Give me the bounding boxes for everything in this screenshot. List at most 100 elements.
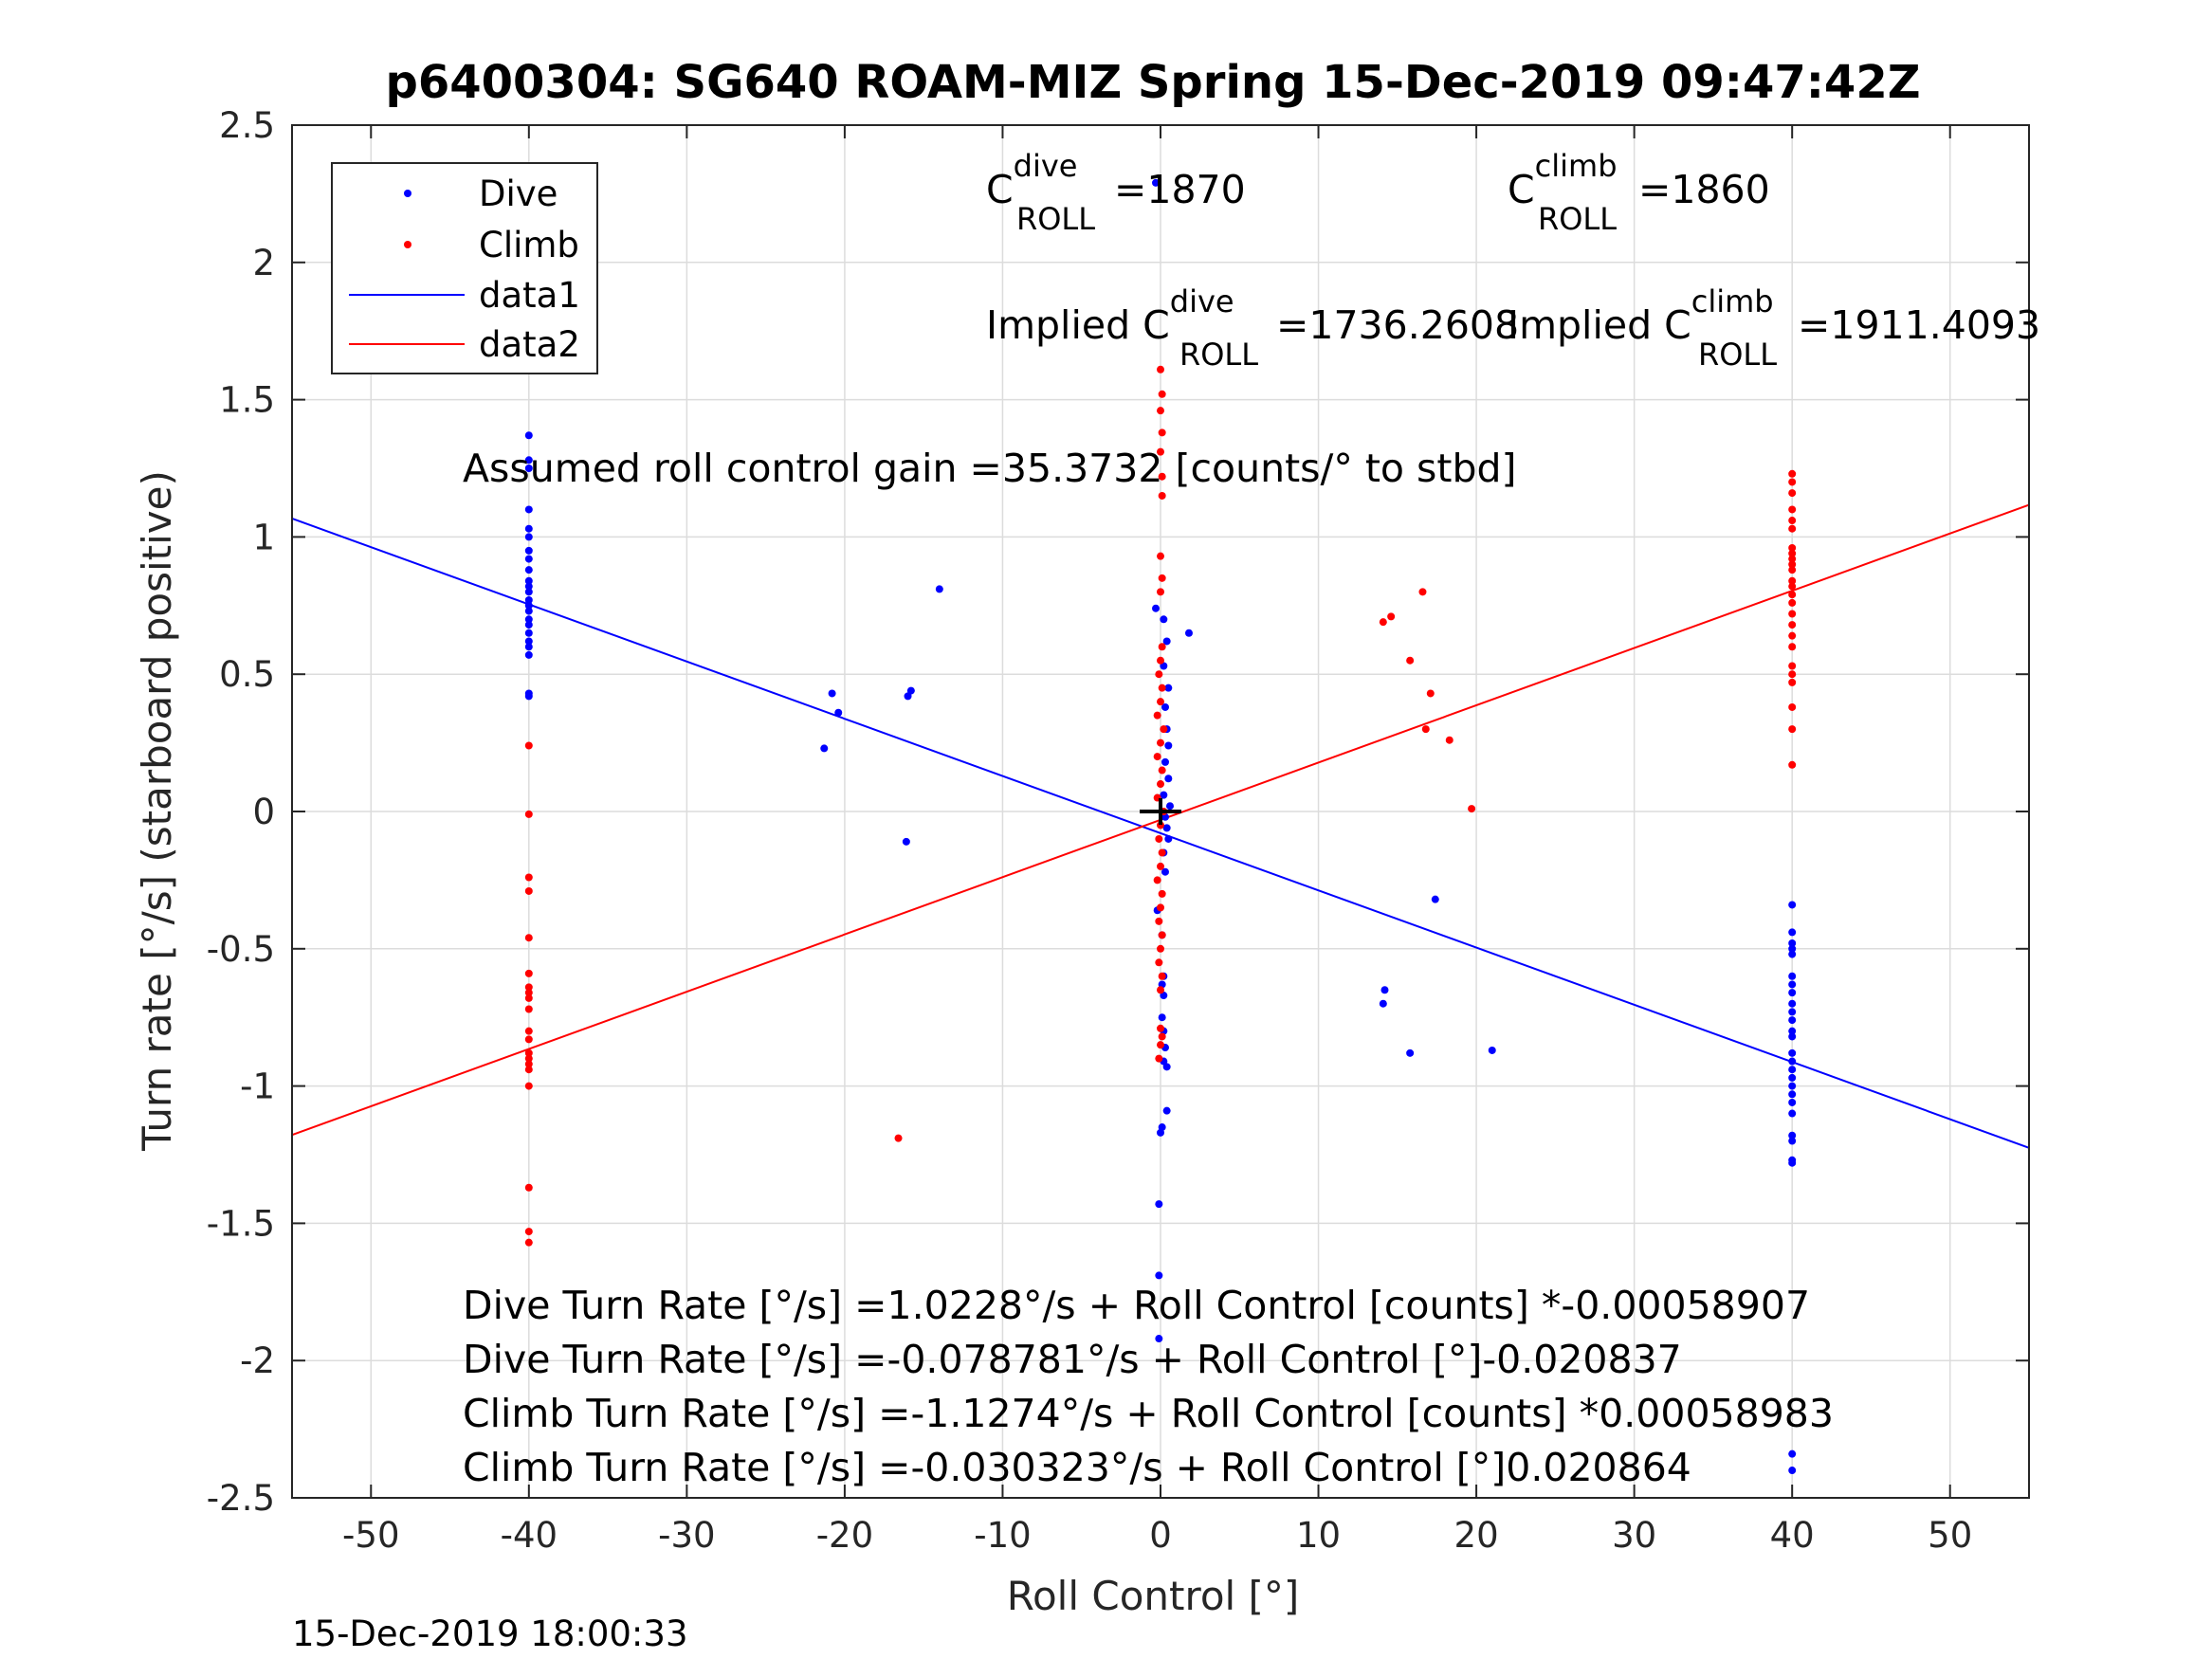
climb-point	[1788, 760, 1797, 769]
climb-point	[1158, 491, 1166, 500]
legend-data2-label: data2	[479, 324, 580, 365]
dive-point	[1788, 950, 1797, 958]
x-tick-label: -40	[501, 1515, 558, 1556]
c-roll-dive-sup: dive	[1014, 148, 1078, 184]
implied-dive-base: Implied C	[986, 302, 1170, 348]
dive-point	[1157, 1128, 1164, 1137]
dive-point	[1788, 1073, 1797, 1082]
climb-point	[1157, 944, 1164, 953]
climb-point	[1157, 1041, 1164, 1049]
dive-point	[524, 566, 533, 574]
dive-point	[1788, 1449, 1797, 1458]
dive-point	[524, 607, 533, 615]
y-tick-label: -2	[240, 1340, 275, 1381]
dive-point	[1165, 802, 1174, 811]
dive-point	[524, 588, 533, 596]
climb-point	[1155, 917, 1163, 925]
y-tick-label: 2.5	[219, 105, 275, 146]
implied-climb-value: =1911.4093	[1798, 302, 2040, 348]
dive-point	[1160, 662, 1168, 670]
x-tick-label: 0	[1149, 1515, 1172, 1556]
climb-point	[1788, 543, 1797, 552]
climb-point	[1788, 549, 1797, 557]
dive-point	[1160, 615, 1168, 624]
dive-point	[1158, 1013, 1166, 1022]
climb-point	[1157, 552, 1164, 560]
dive-point	[524, 637, 533, 646]
chart-title: p6400304: SG640 ROAM-MIZ Spring 15-Dec-2…	[385, 56, 1920, 109]
dive-point	[1164, 684, 1173, 692]
climb-point	[1788, 591, 1797, 599]
climb-point	[1788, 524, 1797, 533]
dive-point	[1161, 702, 1169, 711]
dive-point	[1788, 1109, 1797, 1118]
climb-point	[1788, 643, 1797, 651]
dive-point	[1788, 1131, 1797, 1139]
legend-data1-label: data1	[479, 275, 580, 316]
dive-point	[1788, 944, 1797, 953]
climb-point	[1155, 834, 1163, 843]
dive-point	[1155, 1335, 1163, 1343]
climb-point	[1788, 517, 1797, 525]
climb-point	[524, 1054, 533, 1063]
y-axis-label: Turn rate [°/s] (starboard positive)	[134, 470, 180, 1152]
climb-point	[1153, 876, 1161, 884]
dive-point	[1788, 1158, 1797, 1167]
climb-point	[1788, 469, 1797, 478]
c-roll-dive-sub: ROLL	[1016, 201, 1095, 237]
climb-point	[1158, 931, 1166, 939]
climb-point	[1157, 1024, 1164, 1032]
climb-point	[1158, 848, 1166, 857]
c-roll-climb-sub: ROLL	[1538, 201, 1617, 237]
c-roll-dive-annotation: Cdive ROLL =1870	[986, 148, 1246, 237]
climb-point	[1157, 862, 1164, 870]
climb-point	[1158, 684, 1166, 692]
climb-point	[1157, 365, 1164, 374]
dive-point	[1788, 928, 1797, 937]
dive-point	[1788, 1082, 1797, 1090]
y-tick-label: -1.5	[207, 1203, 275, 1244]
implied-dive-sub: ROLL	[1179, 337, 1258, 373]
climb-point	[1788, 560, 1797, 569]
climb-point	[1158, 428, 1166, 437]
dive-point	[1164, 741, 1173, 750]
dive-point	[524, 582, 533, 591]
dive-point	[1161, 757, 1169, 766]
climb-point	[1788, 598, 1797, 607]
dive-point	[1152, 178, 1161, 187]
dive-point	[1788, 1057, 1797, 1066]
dive-point	[1788, 939, 1797, 948]
climb-point	[524, 1238, 533, 1247]
y-tick-label: -1	[240, 1066, 275, 1107]
implied-dive-annotation: Implied Cdive ROLL =1736.2608	[986, 283, 1519, 373]
x-tick-label: 20	[1454, 1515, 1499, 1556]
climb-point	[524, 873, 533, 882]
dive-point	[1788, 1090, 1797, 1099]
y-tick-label: 1	[252, 517, 275, 557]
dive-point	[1788, 1137, 1797, 1145]
dive-point	[524, 615, 533, 624]
climb-point	[1406, 656, 1415, 665]
climb-point	[1158, 972, 1166, 980]
dive-point	[524, 596, 533, 605]
dive-point	[1488, 1046, 1496, 1054]
climb-point	[524, 1082, 533, 1090]
implied-climb-annotation: Implied Cclimb ROLL =1911.4093	[1508, 283, 2040, 373]
climb-point	[524, 1005, 533, 1013]
climb-point	[1788, 610, 1797, 618]
dive-point	[1788, 972, 1797, 980]
climb-point	[1788, 678, 1797, 686]
climb-point	[1153, 753, 1161, 761]
fit-line-annotation-4: Climb Turn Rate [°/s] =-0.030323°/s + Ro…	[463, 1445, 1691, 1490]
climb-point	[1387, 612, 1396, 621]
dive-point	[524, 621, 533, 629]
y-tick-label: -0.5	[207, 929, 275, 970]
dive-point	[1431, 895, 1439, 903]
dive-point	[1788, 989, 1797, 997]
climb-point	[1157, 407, 1164, 415]
climb-point	[1157, 903, 1164, 912]
dive-point	[1162, 1106, 1171, 1115]
implied-climb-base: Implied C	[1508, 302, 1691, 348]
dive-point	[1788, 1098, 1797, 1106]
legend-dive-marker	[404, 190, 411, 197]
